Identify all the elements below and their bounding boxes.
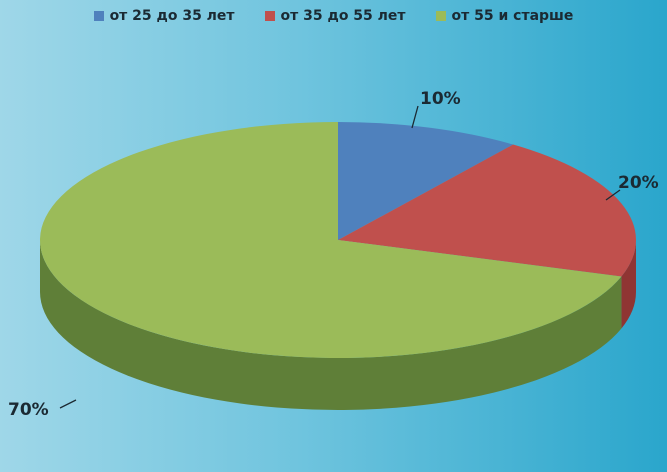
pie-slice-55-plus — [40, 122, 622, 358]
pie-data-labels: 10% 20% 70% — [8, 89, 659, 420]
leader-line-35-55 — [605, 189, 621, 201]
pie-side-35-55 — [621, 240, 636, 329]
data-label-35-55: 20% — [618, 173, 659, 193]
chart-legend: от 25 до 35 лет от 35 до 55 лет от 55 и … — [0, 8, 667, 24]
legend-swatch-35-55 — [264, 11, 275, 21]
legend-swatch-55-plus — [435, 11, 446, 21]
legend-item-35-55: от 35 до 55 лет — [264, 8, 406, 24]
data-label-25-35: 10% — [420, 89, 461, 109]
legend-swatch-25-35 — [93, 11, 104, 21]
legend-label-35-55: от 35 до 55 лет — [280, 8, 406, 24]
pie-slices — [40, 122, 636, 358]
pie-side-55-plus — [40, 240, 622, 410]
legend-item-55-plus: от 55 и старше — [435, 8, 574, 24]
pie-sides — [40, 240, 636, 410]
legend-label-55-plus: от 55 и старше — [451, 8, 574, 24]
data-label-55-plus: 70% — [8, 400, 49, 420]
pie-slice-35-55 — [338, 144, 636, 277]
leader-line-55-plus — [59, 399, 77, 409]
pie-slice-25-35 — [338, 122, 514, 240]
legend-label-25-35: от 25 до 35 лет — [109, 8, 235, 24]
leader-line-25-35 — [411, 105, 419, 129]
legend-item-25-35: от 25 до 35 лет — [93, 8, 235, 24]
